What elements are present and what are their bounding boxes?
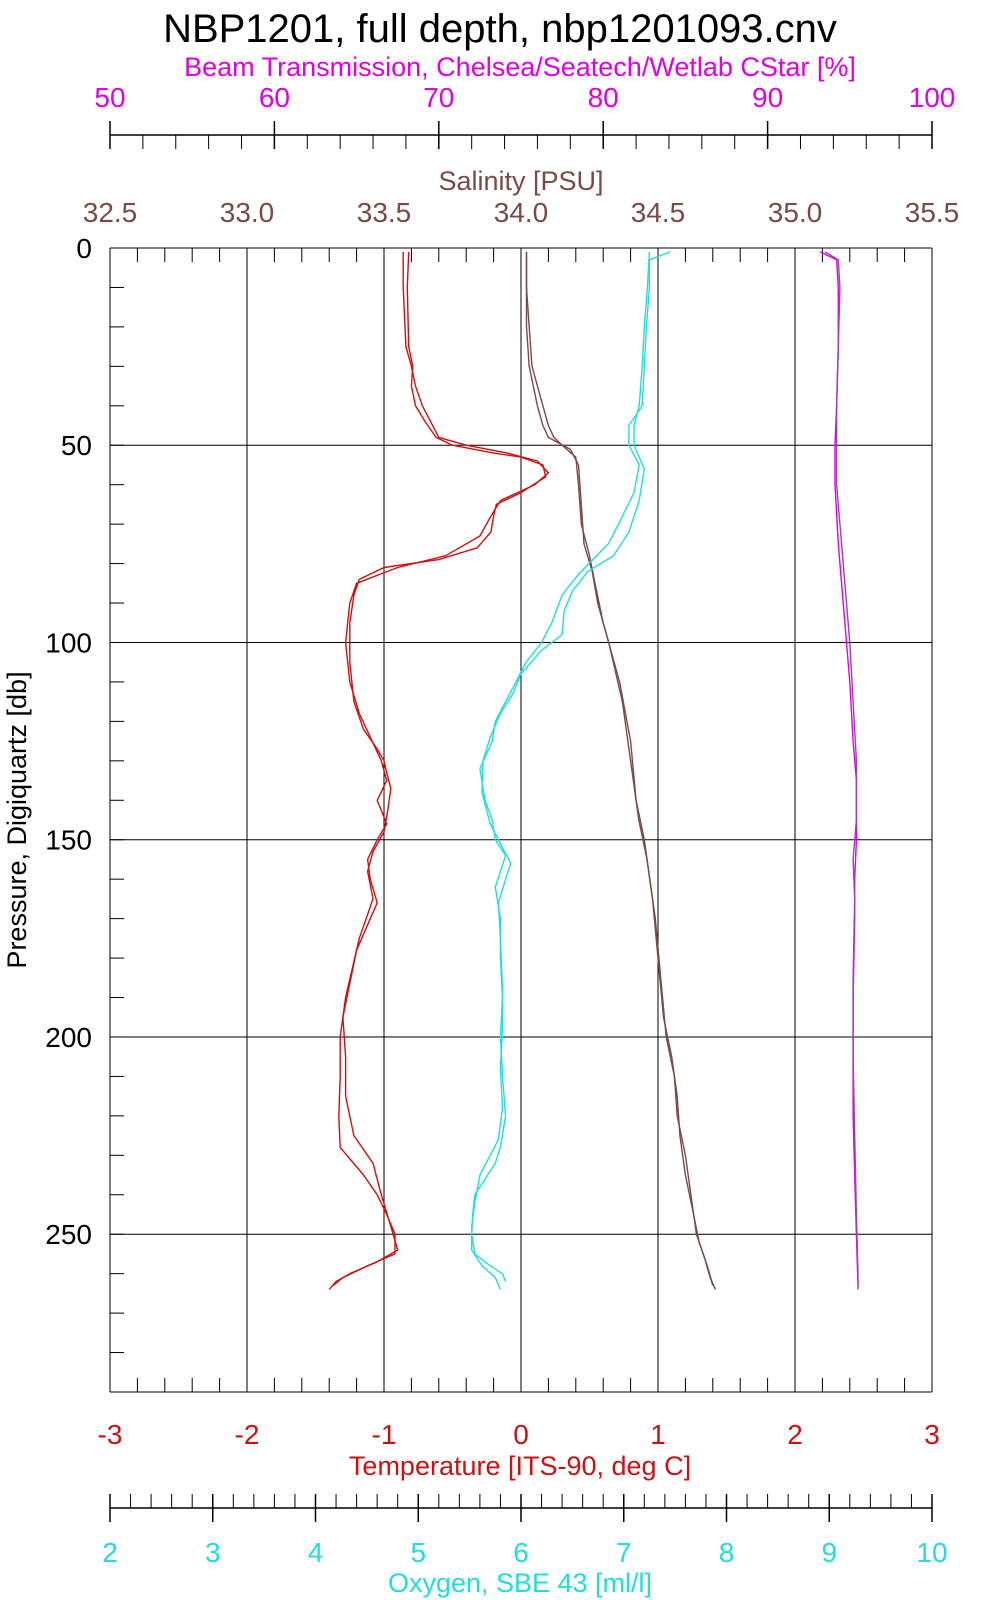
salinity-tick-label: 35.0 [768,197,823,228]
oxygen-tick-label: 6 [513,1537,529,1568]
temperature-tick-label: -1 [372,1419,397,1450]
chart-title: NBP1201, full depth, nbp1201093.cnv [163,7,837,51]
pressure-tick-label: 50 [61,430,92,461]
salinity-tick-label: 32.5 [83,197,138,228]
oxygen-tick-label: 7 [616,1537,632,1568]
temperature-tick-label: -3 [98,1419,123,1450]
pressure-tick-label: 0 [76,233,92,264]
beam-tick-label: 90 [752,82,783,113]
temperature-axis-title: Temperature [ITS-90, deg C] [349,1451,691,1481]
beam-tick-label: 100 [909,82,956,113]
series-line-sal_down [525,251,714,1286]
oxygen-tick-label: 3 [205,1537,221,1568]
oxygen-tick-label: 5 [410,1537,426,1568]
series-layer [328,251,859,1290]
pressure-axis-title: Pressure, Digiquartz [db] [2,671,32,968]
beam-axis-title: Beam Transmission, Chelsea/Seatech/Wetla… [184,52,856,82]
temperature-tick-label: 1 [650,1419,666,1450]
salinity-tick-label: 33.5 [357,197,412,228]
series-line-sal_up [525,251,717,1290]
series-line-beam_up [824,251,859,1290]
beam-tick-label: 50 [94,82,125,113]
salinity-axis-title: Salinity [PSU] [438,166,603,196]
salinity-tick-label: 34.5 [631,197,686,228]
oxygen-tick-label: 9 [821,1537,837,1568]
oxygen-tick-label: 10 [916,1537,947,1568]
temperature-tick-label: -2 [235,1419,260,1450]
pressure-tick-label: 250 [45,1219,92,1250]
series-line-oxy_up [471,251,651,1290]
beam-tick-label: 70 [423,82,454,113]
temperature-tick-label: 2 [787,1419,803,1450]
salinity-tick-label: 35.5 [905,197,960,228]
salinity-tick-label: 34.0 [494,197,549,228]
oxygen-axis-title: Oxygen, SBE 43 [ml/l] [388,1568,652,1598]
pressure-tick-label: 150 [45,825,92,856]
series-line-temp_up [328,251,550,1290]
grid-lines [109,247,933,1393]
series-line-temp_down [332,251,547,1287]
oxygen-tick-label: 8 [719,1537,735,1568]
pressure-tick-label: 100 [45,627,92,658]
oxygen-tick-label: 2 [102,1537,118,1568]
salinity-tick-label: 33.0 [220,197,275,228]
oxygen-tick-label: 4 [308,1537,324,1568]
temperature-tick-label: 0 [513,1419,529,1450]
temperature-tick-label: 3 [924,1419,940,1450]
series-line-oxy_down [471,251,671,1282]
beam-tick-label: 60 [259,82,290,113]
beam-tick-label: 80 [588,82,619,113]
pressure-tick-label: 200 [45,1022,92,1053]
series-line-beam_down [819,251,859,1286]
